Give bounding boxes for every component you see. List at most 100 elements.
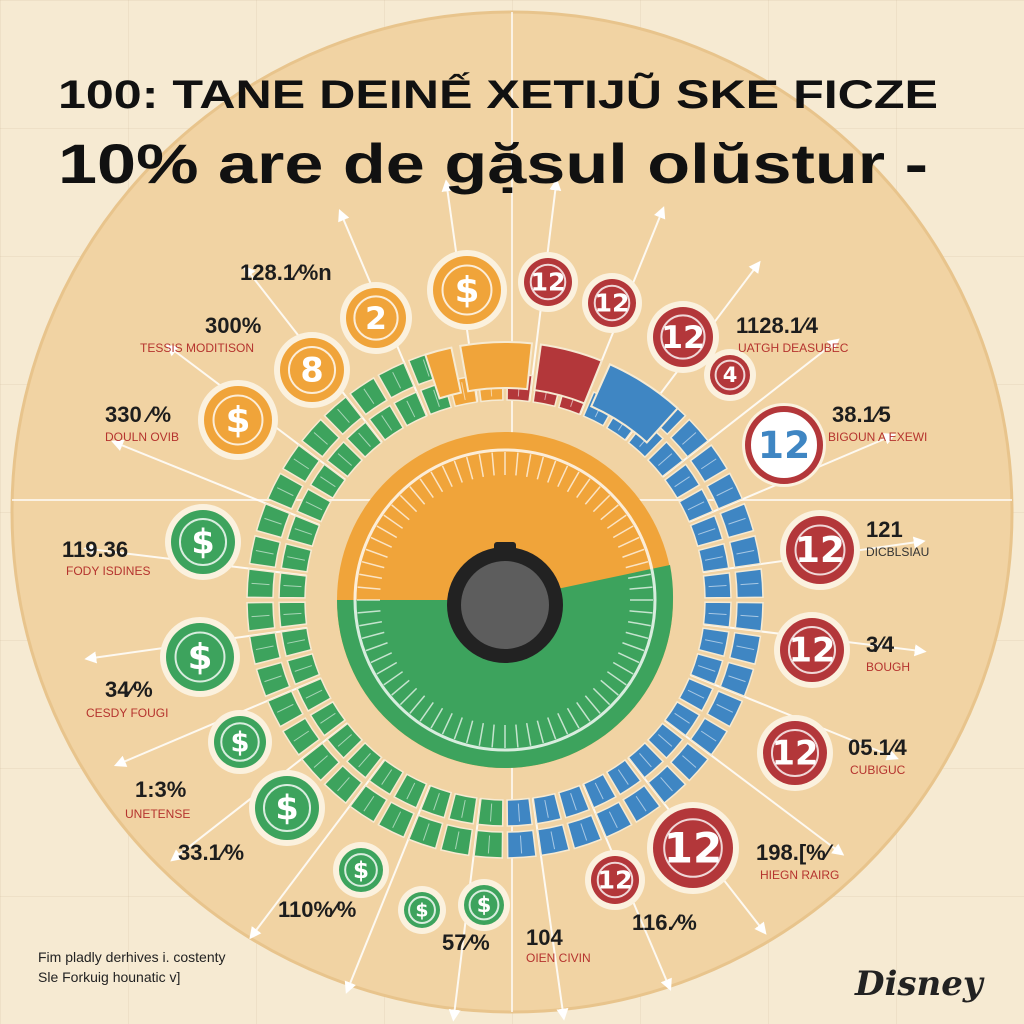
ring-tick <box>287 556 306 561</box>
pie-tick <box>547 460 557 483</box>
ring-tick <box>392 811 402 829</box>
badge-text: $ <box>415 899 428 921</box>
ring-tick <box>406 782 416 800</box>
dollar-coin-icon: $ <box>427 250 507 330</box>
ring-tick <box>517 803 521 822</box>
pie-tick <box>361 560 385 569</box>
number-badge-icon: 2 <box>340 282 412 354</box>
pie-tick <box>627 573 651 580</box>
ring-tick <box>658 453 673 466</box>
ring-tick <box>708 584 727 588</box>
ring-tick <box>740 614 759 618</box>
badge-text: 12 <box>597 866 632 895</box>
pie-tick <box>419 478 434 499</box>
badge-text: 12 <box>758 423 811 467</box>
pie-tick <box>592 494 611 513</box>
title-line-2: 10% are de gặsul olŭstur - <box>58 132 928 195</box>
ring-tick <box>704 556 723 561</box>
ring-tick <box>392 371 402 389</box>
ring-tick <box>700 730 717 742</box>
pie-tick <box>606 514 627 529</box>
dollar-coin-icon: $ <box>208 710 272 774</box>
ring-segment <box>407 814 444 850</box>
pie-tick <box>376 661 398 675</box>
left-label-value: 110%⁄% <box>278 897 356 922</box>
ring-tick <box>305 689 323 699</box>
pie-tick <box>357 586 381 590</box>
left-label-value: 128.1⁄%n <box>240 260 332 285</box>
right-label-subtitle: OIEN CIVIN <box>526 951 591 965</box>
top-arc-segment <box>459 341 534 393</box>
footer-line-1: Fim pladly derhives i. costenty <box>38 949 226 965</box>
pie-tick <box>357 610 381 614</box>
pie-tick <box>557 465 569 488</box>
ring-tick <box>635 795 647 812</box>
right-label-subtitle: BOUGH <box>866 660 910 674</box>
ring-segment <box>506 829 537 859</box>
ring-tick <box>422 359 430 377</box>
ring-tick <box>251 614 270 618</box>
logo-icon: Disney <box>854 964 985 1004</box>
pie-tick <box>465 456 474 480</box>
right-label-value: 38.1⁄5 <box>832 402 891 427</box>
ring-tick <box>337 408 350 423</box>
right-label-value: 121 <box>866 517 903 542</box>
ring-segment <box>255 502 291 539</box>
number-badge-icon: 12 <box>582 273 642 333</box>
ring-tick <box>674 476 690 488</box>
inner-pie-ticks <box>357 452 653 748</box>
pie-tick <box>491 724 495 748</box>
ring-segment <box>280 542 313 573</box>
ring-tick <box>363 388 375 405</box>
ring-segment <box>278 601 308 628</box>
number-badge-icon: 12 <box>647 301 719 373</box>
pie-tick <box>592 687 611 706</box>
inner-ring-outline <box>353 448 657 752</box>
ring-tick <box>716 703 734 713</box>
badge-text: $ <box>226 400 251 441</box>
ring-tick <box>381 415 393 431</box>
pie-tick <box>515 724 519 748</box>
right-label-subtitle: BIGOUN A EXEWI <box>828 430 927 444</box>
ring-segment <box>506 797 533 827</box>
pie-tick <box>536 720 545 744</box>
ring-tick <box>519 835 523 854</box>
ring-tick <box>337 777 350 792</box>
ring-segment <box>473 829 504 859</box>
pie-tick <box>465 720 474 744</box>
ring-tick <box>608 811 618 829</box>
top-arc-segment <box>424 346 463 400</box>
ring-tick <box>682 755 697 768</box>
ring-tick <box>736 645 755 651</box>
dollar-coin-icon: $ <box>160 617 240 697</box>
pie-tick <box>625 560 649 569</box>
ring-segment <box>447 792 478 825</box>
ring-tick <box>698 665 716 672</box>
ring-tick <box>294 665 312 672</box>
right-label-value: 116.⁄% <box>632 910 697 935</box>
segmented-rings <box>246 341 764 859</box>
pie-tick <box>617 536 640 548</box>
badge-text: 12 <box>772 734 819 773</box>
number-badge-icon: 4 <box>704 349 756 401</box>
ring-tick <box>305 501 323 511</box>
ring-tick <box>682 432 697 445</box>
badge-text: 12 <box>530 268 565 297</box>
pie-tick <box>622 642 645 652</box>
ring-segment <box>719 502 755 539</box>
ring-tick <box>313 755 328 768</box>
pie-tick <box>584 695 601 714</box>
ring-tick <box>570 793 577 811</box>
left-label-value: 33.1⁄% <box>178 840 244 865</box>
ring-segment <box>719 661 755 698</box>
pie-tick <box>536 456 545 480</box>
left-labels: 128.1⁄%n 300% TESSIS MODITISON 330 ⁄% DO… <box>62 260 490 955</box>
ring-segment <box>557 784 591 819</box>
inner-pie-green <box>337 565 674 768</box>
pie-tick <box>359 620 383 627</box>
pie-tick <box>629 610 653 614</box>
pie-tick <box>515 452 519 476</box>
ring-tick <box>433 389 440 407</box>
dollar-coin-icon: $ <box>333 842 389 898</box>
ring-segment <box>702 572 732 599</box>
